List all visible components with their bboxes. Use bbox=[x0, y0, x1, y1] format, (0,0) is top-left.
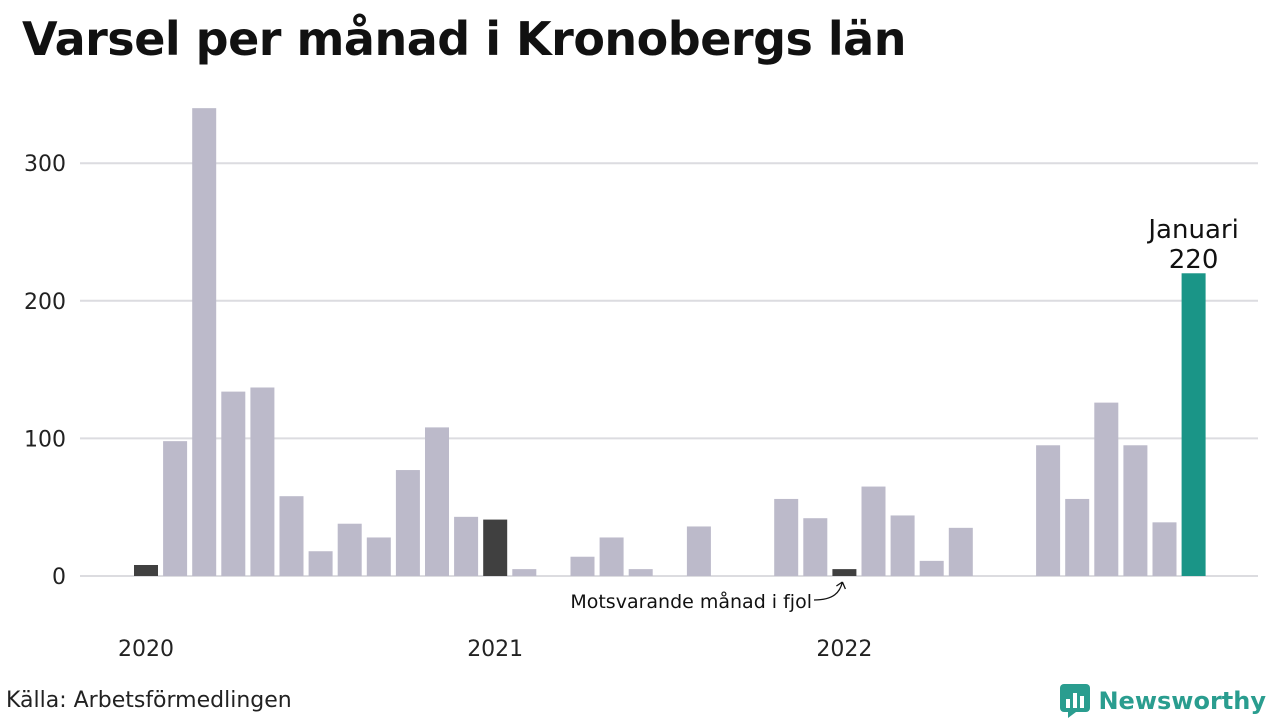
bar bbox=[192, 108, 217, 576]
note-arrow-icon bbox=[813, 581, 846, 601]
bar bbox=[948, 527, 973, 576]
bar bbox=[395, 470, 420, 576]
x-axis: 2020 2021 2022 bbox=[118, 637, 872, 662]
y-tick-label: 0 bbox=[52, 565, 66, 590]
source-note: Källa: Arbetsförmedlingen bbox=[6, 688, 292, 713]
bar bbox=[454, 516, 479, 576]
x-tick-label: 2020 bbox=[118, 637, 174, 662]
bar bbox=[861, 486, 886, 576]
bar bbox=[1152, 522, 1177, 576]
bar bbox=[628, 569, 653, 576]
bar bbox=[512, 569, 537, 576]
highlight-value-label: 220 bbox=[1169, 245, 1219, 275]
bar bbox=[337, 523, 362, 576]
bar bbox=[308, 551, 333, 576]
y-axis: 0 100 200 300 bbox=[24, 152, 66, 590]
bars bbox=[134, 108, 1206, 576]
bar bbox=[919, 560, 944, 576]
bar bbox=[221, 391, 246, 576]
bar bbox=[1123, 445, 1148, 576]
bar bbox=[832, 569, 857, 576]
bar bbox=[1036, 445, 1061, 576]
bar bbox=[279, 496, 304, 576]
y-tick-label: 200 bbox=[24, 290, 66, 315]
bar bbox=[134, 564, 158, 576]
bar bbox=[1094, 402, 1119, 576]
bar bbox=[483, 519, 508, 576]
bar bbox=[425, 427, 449, 576]
bar bbox=[774, 498, 799, 576]
bar bbox=[163, 441, 188, 576]
bar bbox=[803, 518, 828, 576]
bar-chart: 0 100 200 300 2020 2021 2022 Januari 220 Mots… bbox=[24, 108, 1258, 662]
bar bbox=[1181, 273, 1206, 576]
y-tick-label: 100 bbox=[24, 427, 66, 452]
brand: Newsworthy bbox=[1060, 684, 1266, 718]
gridlines bbox=[80, 162, 1258, 577]
bar bbox=[1065, 498, 1090, 576]
bar bbox=[250, 387, 275, 576]
annotations: Januari 220 Motsvarande månad i fjol bbox=[570, 215, 1238, 613]
bar bbox=[599, 537, 624, 576]
y-tick-label: 300 bbox=[24, 152, 66, 177]
x-tick-label: 2022 bbox=[816, 637, 872, 662]
previous-year-note: Motsvarande månad i fjol bbox=[570, 590, 812, 613]
bar bbox=[570, 556, 595, 576]
brand-name: Newsworthy bbox=[1098, 687, 1266, 715]
x-tick-label: 2021 bbox=[467, 637, 523, 662]
bar-chart-logo-icon bbox=[1060, 684, 1091, 718]
bar bbox=[890, 515, 915, 576]
bar bbox=[686, 526, 711, 576]
highlight-month-label: Januari bbox=[1146, 215, 1238, 245]
chart-title: Varsel per månad i Kronobergs län bbox=[22, 12, 906, 66]
bar bbox=[366, 537, 391, 576]
